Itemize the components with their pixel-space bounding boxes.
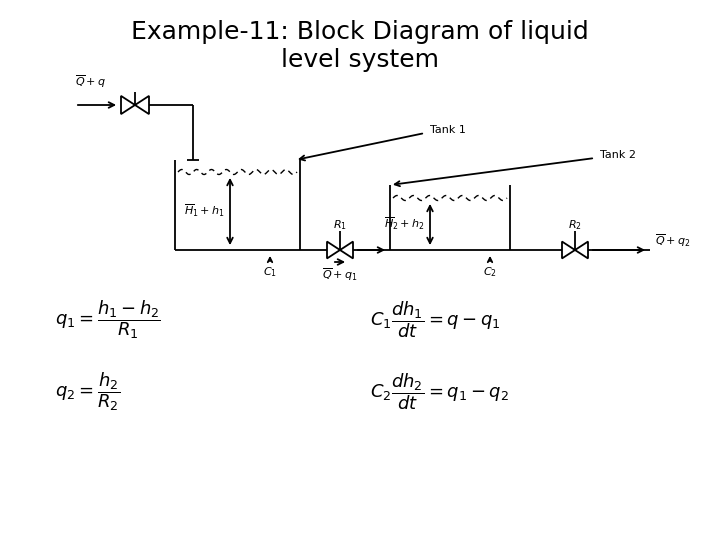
- Text: $\overline{H}_1+h_1$: $\overline{H}_1+h_1$: [184, 202, 225, 219]
- Text: $q_1 = \dfrac{h_1 - h_2}{R_1}$: $q_1 = \dfrac{h_1 - h_2}{R_1}$: [55, 299, 161, 341]
- Text: $\overline{Q}+q$: $\overline{Q}+q$: [75, 73, 106, 90]
- Text: $\overline{Q}+q_2$: $\overline{Q}+q_2$: [655, 233, 690, 249]
- Text: $R_2$: $R_2$: [568, 218, 582, 232]
- Text: $\overline{H}_2+h_2$: $\overline{H}_2+h_2$: [384, 215, 425, 232]
- Text: $C_1 \dfrac{dh_1}{dt} = q - q_1$: $C_1 \dfrac{dh_1}{dt} = q - q_1$: [370, 300, 500, 340]
- Text: $C_2 \dfrac{dh_2}{dt} = q_1 - q_2$: $C_2 \dfrac{dh_2}{dt} = q_1 - q_2$: [370, 372, 509, 413]
- Text: $\overline{Q}+q_1$: $\overline{Q}+q_1$: [322, 266, 358, 283]
- Text: $C_2$: $C_2$: [483, 265, 497, 279]
- Text: Example-11: Block Diagram of liquid
level system: Example-11: Block Diagram of liquid leve…: [131, 20, 589, 72]
- Text: Tank 1: Tank 1: [430, 125, 466, 135]
- Text: $q_2 = \dfrac{h_2}{R_2}$: $q_2 = \dfrac{h_2}{R_2}$: [55, 370, 120, 413]
- Text: $C_1$: $C_1$: [263, 265, 277, 279]
- Text: Tank 2: Tank 2: [600, 150, 636, 160]
- Text: $R_1$: $R_1$: [333, 218, 347, 232]
